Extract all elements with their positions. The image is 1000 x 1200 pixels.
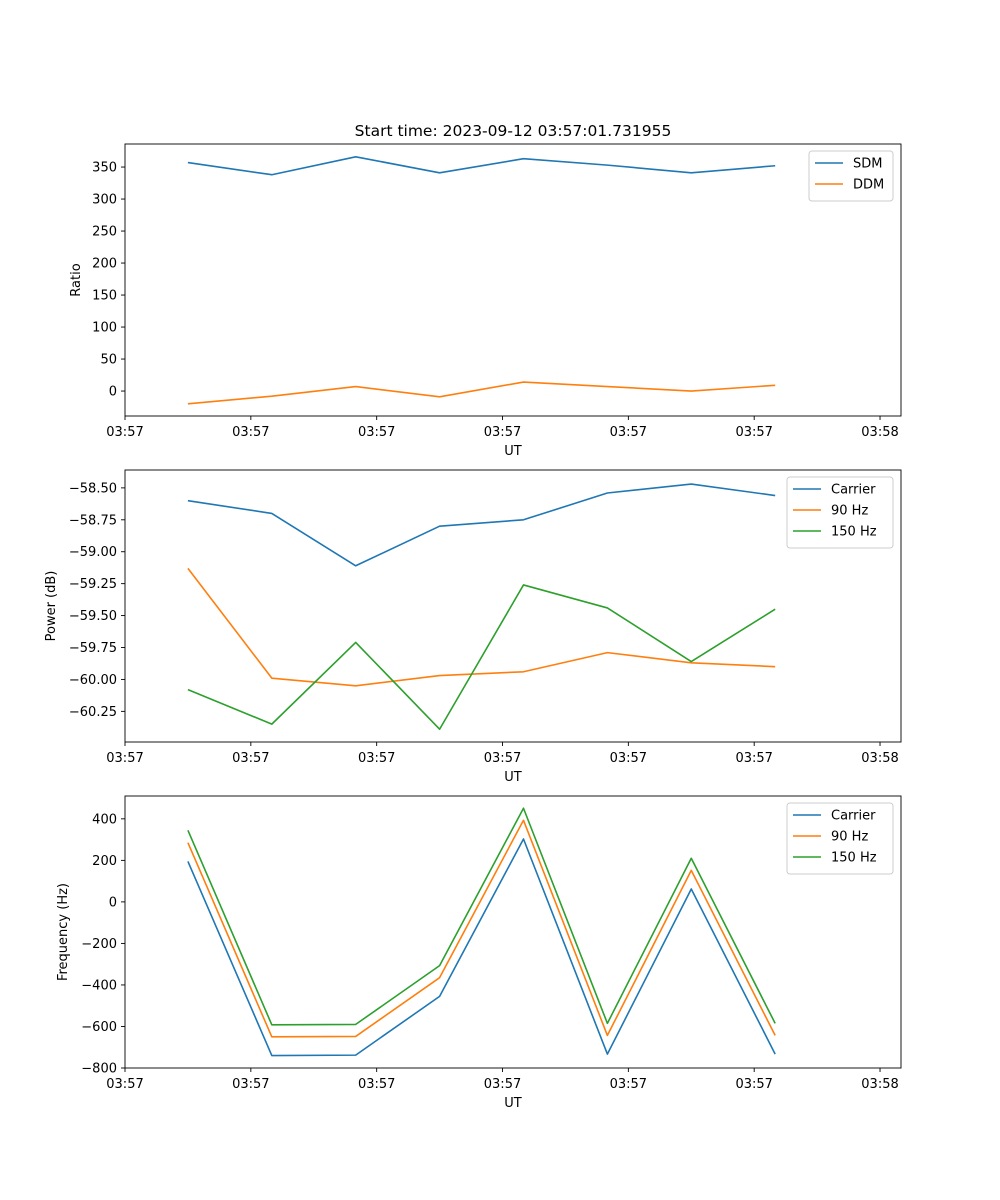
ratio-subplot: 03:57 03:57 03:57 03:57 03:57 03:57 03:58 0 50 10… — [69, 143, 902, 459]
power-x-tick-label: 03:57 — [610, 751, 647, 766]
frequency-subplot: 03:57 03:57 03:57 03:57 03:57 03:57 03:58 −800 −… — [56, 795, 902, 1111]
frequency-legend-label: 90 Hz — [831, 830, 868, 845]
ratio-series-1-line — [187, 381, 776, 405]
frequency-legend-label: Carrier — [831, 809, 876, 824]
power-y-tick-label: −59.00 — [69, 545, 117, 560]
frequency-x-tick-label: 03:57 — [106, 1077, 143, 1092]
power-subplot: 03:57 03:57 03:57 03:57 03:57 03:57 03:58 −60.2… — [44, 469, 902, 785]
ratio-series-0-line — [187, 156, 776, 176]
frequency-series-0-line — [187, 838, 776, 1057]
frequency-axes-frame — [124, 795, 902, 1069]
power-legend-label: 150 Hz — [831, 525, 877, 540]
frequency-series-2-line — [187, 807, 776, 1026]
chart-title: Start time: 2023-09-12 03:57:01.731955 — [355, 122, 672, 140]
power-y-tick-label: −60.25 — [69, 705, 117, 720]
frequency-y-axis-label: Frequency (Hz) — [56, 883, 71, 981]
power-y-tick-label: −60.00 — [69, 673, 117, 688]
frequency-y-tick-label: −800 — [81, 1062, 117, 1077]
power-x-tick-label: 03:57 — [358, 751, 395, 766]
power-y-tick-label: −59.50 — [69, 609, 117, 624]
ratio-x-tick-label: 03:57 — [106, 425, 143, 440]
ratio-x-tick-label: 03:57 — [358, 425, 395, 440]
frequency-legend-label: 150 Hz — [831, 851, 877, 866]
frequency-y-tick-label: 200 — [92, 854, 117, 869]
power-x-tick-label: 03:57 — [232, 751, 269, 766]
power-series-2-line — [187, 584, 776, 731]
frequency-x-axis-label: UT — [504, 1096, 522, 1111]
power-y-tick-label: −58.75 — [69, 513, 117, 528]
ratio-y-tick-label: 250 — [92, 225, 117, 240]
ratio-y-tick-label: 200 — [92, 257, 117, 272]
ratio-y-tick-label: 150 — [92, 289, 117, 304]
frequency-x-tick-label: 03:57 — [358, 1077, 395, 1092]
ratio-x-tick-label: 03:57 — [484, 425, 521, 440]
power-y-axis-label: Power (dB) — [44, 571, 59, 642]
power-x-tick-label: 03:57 — [106, 751, 143, 766]
frequency-y-tick-label: −600 — [81, 1020, 117, 1035]
ratio-y-tick-label: 50 — [100, 353, 117, 368]
frequency-x-tick-label: 03:57 — [232, 1077, 269, 1092]
ratio-x-tick-label: 03:57 — [610, 425, 647, 440]
power-y-tick-label: −59.25 — [69, 577, 117, 592]
power-y-tick-label: −58.50 — [69, 481, 117, 496]
frequency-y-tick-label: −400 — [81, 978, 117, 993]
ratio-legend-label: DDM — [853, 178, 884, 193]
ratio-legend-label: SDM — [853, 157, 882, 172]
ratio-y-tick-label: 100 — [92, 321, 117, 336]
ratio-y-tick-label: 350 — [92, 161, 117, 176]
ratio-axes-frame — [124, 143, 902, 417]
power-legend-label: 90 Hz — [831, 504, 868, 519]
power-y-tick-label: −59.75 — [69, 641, 117, 656]
power-series-1-line — [187, 567, 776, 687]
ratio-y-tick-label: 0 — [109, 385, 117, 400]
power-x-axis-label: UT — [504, 770, 522, 785]
ratio-x-tick-label: 03:58 — [861, 425, 898, 440]
frequency-x-tick-label: 03:57 — [484, 1077, 521, 1092]
frequency-series-1-line — [187, 819, 776, 1038]
power-axes-frame — [124, 469, 902, 743]
ratio-x-tick-label: 03:57 — [232, 425, 269, 440]
power-x-tick-label: 03:57 — [735, 751, 772, 766]
frequency-x-tick-label: 03:58 — [861, 1077, 898, 1092]
frequency-y-tick-label: 0 — [109, 895, 117, 910]
power-x-tick-label: 03:57 — [484, 751, 521, 766]
ratio-y-axis-label: Ratio — [69, 263, 84, 296]
ratio-y-tick-label: 300 — [92, 193, 117, 208]
frequency-x-tick-label: 03:57 — [610, 1077, 647, 1092]
frequency-x-tick-label: 03:57 — [735, 1077, 772, 1092]
frequency-y-tick-label: −200 — [81, 937, 117, 952]
ratio-x-tick-label: 03:57 — [735, 425, 772, 440]
power-x-tick-label: 03:58 — [861, 751, 898, 766]
power-legend-label: Carrier — [831, 483, 876, 498]
ratio-x-axis-label: UT — [504, 444, 522, 459]
power-series-0-line — [187, 483, 776, 567]
frequency-y-tick-label: 400 — [92, 812, 117, 827]
